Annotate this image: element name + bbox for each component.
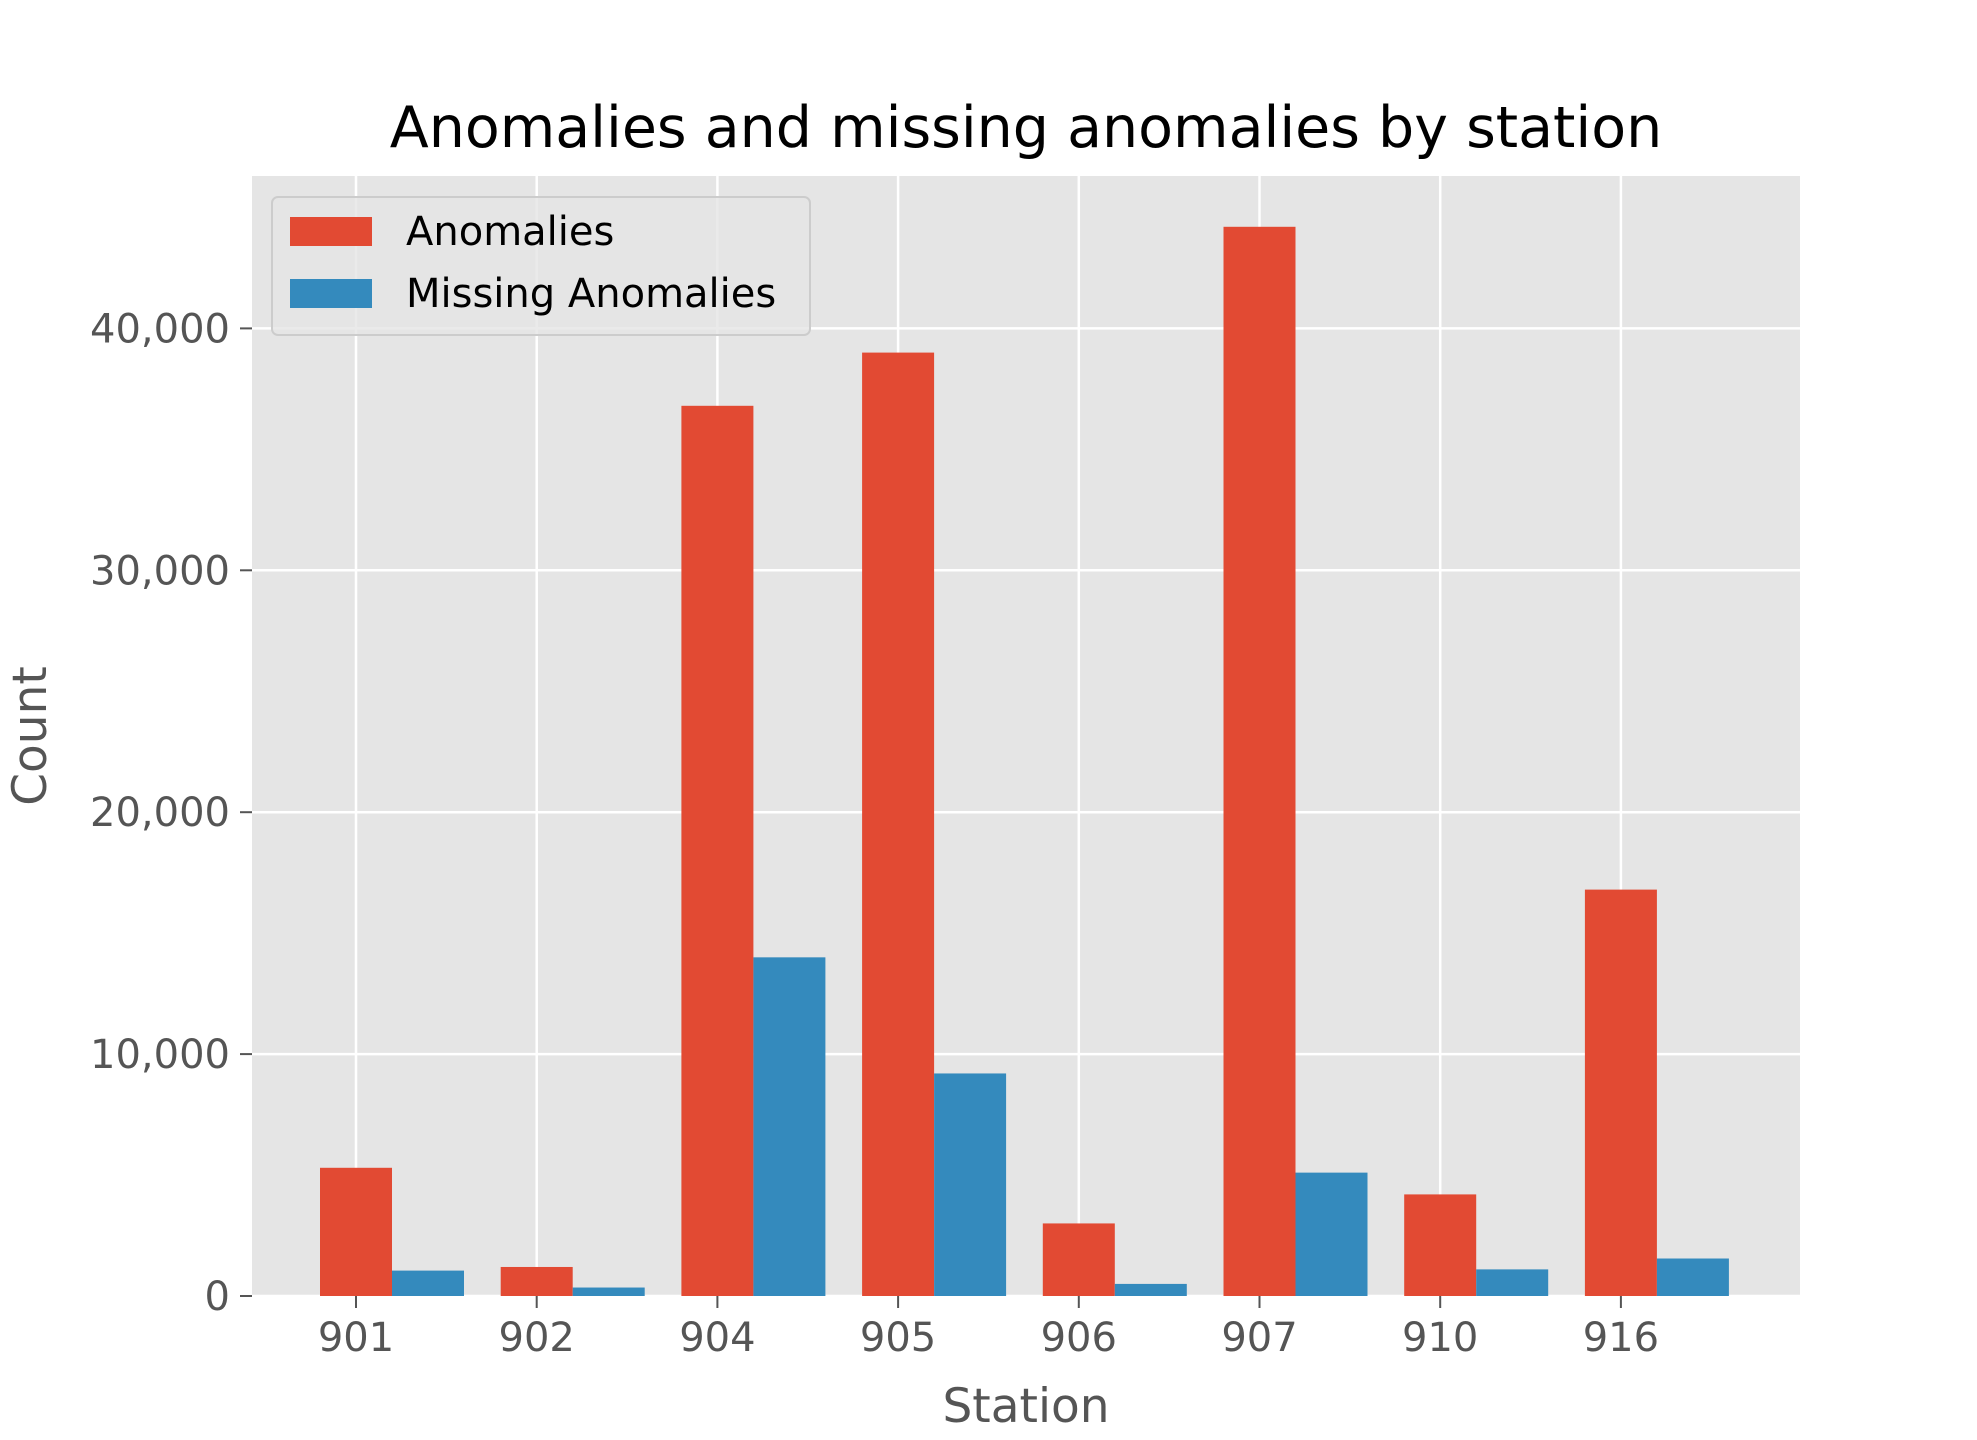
axes: 0 10,000 20,000 30,000 40,000 901 902 904 905 906… — [90, 306, 1659, 1361]
bar-anomalies — [500, 1266, 573, 1296]
x-tick-label: 910 — [1402, 1315, 1478, 1361]
legend-swatch-anomalies — [290, 217, 372, 246]
y-tick-label: 30,000 — [90, 548, 230, 594]
bar-missing-anomalies — [1476, 1269, 1549, 1296]
y-tick-label: 20,000 — [90, 790, 230, 836]
bar-anomalies — [862, 352, 935, 1296]
bar-anomalies — [320, 1167, 392, 1296]
y-tick-label: 0 — [205, 1274, 230, 1320]
bar-missing-anomalies — [934, 1073, 1007, 1296]
x-tick-label: 901 — [318, 1315, 394, 1361]
y-tick-label: 40,000 — [90, 306, 230, 352]
legend-frame — [271, 196, 811, 336]
bar-missing-anomalies — [1295, 1172, 1368, 1296]
x-tick-label: 905 — [860, 1315, 936, 1361]
bar-anomalies — [1223, 226, 1296, 1297]
plot-background — [252, 176, 1800, 1296]
y-tick-label: 10,000 — [90, 1032, 230, 1078]
bars — [320, 226, 1729, 1297]
bar-missing-anomalies — [753, 957, 826, 1296]
bar-missing-anomalies — [392, 1270, 464, 1296]
x-tick-label: 902 — [499, 1315, 575, 1361]
x-tick-label: 916 — [1583, 1315, 1659, 1361]
legend-label-missing-anomalies: Missing Anomalies — [406, 271, 776, 317]
bar-missing-anomalies — [1114, 1283, 1187, 1296]
x-axis-label: Station — [942, 1379, 1109, 1434]
chart-title: Anomalies and missing anomalies by stati… — [390, 95, 1663, 161]
x-tick-label: 907 — [1221, 1315, 1297, 1361]
y-axis-label: Count — [3, 666, 58, 806]
bar-anomalies — [681, 405, 754, 1296]
bar-missing-anomalies — [572, 1287, 645, 1296]
bar-anomalies — [1042, 1223, 1115, 1296]
bar-anomalies — [1404, 1194, 1477, 1296]
x-tick-label: 904 — [679, 1315, 755, 1361]
bar-missing-anomalies — [1656, 1258, 1729, 1296]
legend: Anomalies Missing Anomalies — [271, 196, 811, 336]
x-tick-label: 906 — [1041, 1315, 1117, 1361]
legend-swatch-missing-anomalies — [290, 279, 372, 308]
bar-anomalies — [1584, 889, 1657, 1296]
legend-label-anomalies: Anomalies — [406, 209, 614, 255]
